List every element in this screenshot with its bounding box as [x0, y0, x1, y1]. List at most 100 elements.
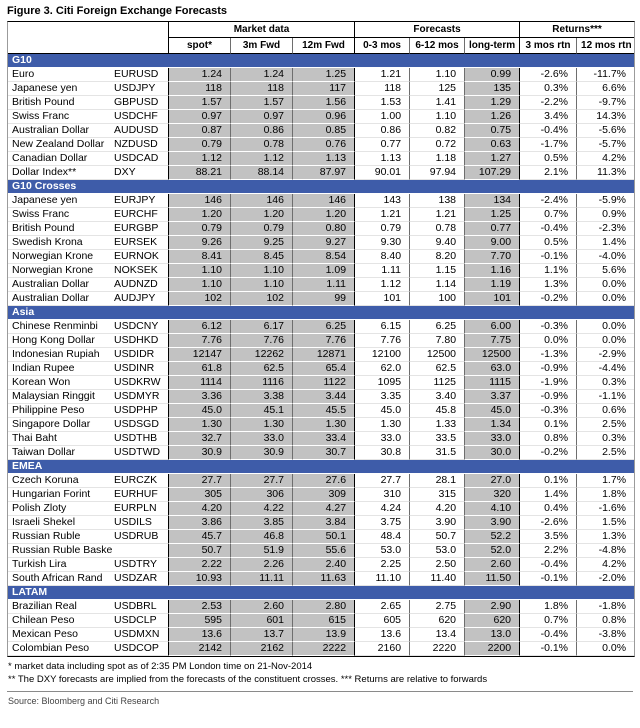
return-12-mos-cell: 1.3%: [576, 530, 635, 544]
return-12-mos-cell: 0.3%: [576, 376, 635, 390]
fwd-3m-cell: 1.12: [230, 152, 292, 166]
forecast-6-12-mos-cell: 45.8: [409, 404, 465, 418]
spot-cell: 32.7: [168, 432, 230, 446]
return-3-mos-cell: 0.3%: [519, 82, 577, 96]
fwd-3m-cell: 2.26: [230, 558, 292, 572]
return-12-mos-cell: -9.7%: [576, 96, 635, 110]
fwd-3m-cell: 1.57: [230, 96, 292, 110]
ticker-cell: USDCLP: [112, 614, 168, 628]
return-12-mos-cell: -4.4%: [576, 362, 635, 376]
table-row: Swedish Krona EURSEK 9.26 9.25 9.27 9.30 9.40 9…: [8, 236, 635, 250]
ticker-cell: EURPLN: [112, 502, 168, 516]
return-12-mos-cell: 1.4%: [576, 236, 635, 250]
forecast-long-term-cell: 13.0: [464, 628, 520, 642]
return-12-mos-cell: -1.6%: [576, 502, 635, 516]
fwd-12m-cell: 27.6: [292, 474, 355, 488]
forecast-0-3-mos-cell: 1.13: [354, 152, 410, 166]
forecast-6-12-mos-cell: 33.5: [409, 432, 465, 446]
currency-name-cell: South African Rand: [8, 572, 112, 586]
return-12-mos-cell: 2.5%: [576, 418, 635, 432]
currency-name-cell: Chilean Peso: [8, 614, 112, 628]
ticker-cell: EURSEK: [112, 236, 168, 250]
fwd-12m-cell: 2222: [292, 642, 355, 656]
table-row: Colombian Peso USDCOP 2142 2162 2222 2160 2220…: [8, 642, 635, 656]
table-row: Polish Zloty EURPLN 4.20 4.22 4.27 4.24 4.20 4.…: [8, 502, 635, 516]
forecast-long-term-cell: 0.63: [464, 138, 520, 152]
return-12-mos-cell: 0.0%: [576, 334, 635, 348]
fx-forecast-table: Market data Forecasts Returns*** spot* 3…: [7, 21, 636, 657]
forecast-long-term-cell: 620: [464, 614, 520, 628]
return-3-mos-cell: -0.9%: [519, 390, 577, 404]
fwd-12m-cell: 33.4: [292, 432, 355, 446]
forecast-6-12-mos-cell: 13.4: [409, 628, 465, 642]
fwd-3m-cell: 8.45: [230, 250, 292, 264]
header-group-forecasts: Forecasts: [354, 22, 520, 38]
fwd-3m-cell: 0.79: [230, 222, 292, 236]
table-row: Thai Baht USDTHB 32.7 33.0 33.4 33.0 33.5 33.0 0…: [8, 432, 635, 446]
ticker-cell: USDCOP: [112, 642, 168, 656]
return-3-mos-cell: -0.4%: [519, 222, 577, 236]
currency-name-cell: Malaysian Ringgit: [8, 390, 112, 404]
fwd-12m-cell: 30.7: [292, 446, 355, 460]
currency-name-cell: Brazilian Real: [8, 600, 112, 614]
currency-name-cell: Swedish Krona: [8, 236, 112, 250]
forecast-6-12-mos-cell: 3.40: [409, 390, 465, 404]
spot-cell: 3.86: [168, 516, 230, 530]
forecast-long-term-cell: 1.27: [464, 152, 520, 166]
ticker-cell: USDPHP: [112, 404, 168, 418]
forecast-6-12-mos-cell: 7.80: [409, 334, 465, 348]
table-row: Swiss Franc USDCHF 0.97 0.97 0.96 1.00 1.10 1.2…: [8, 110, 635, 124]
return-12-mos-cell: -2.9%: [576, 348, 635, 362]
table-row: Indian Rupee USDINR 61.8 62.5 65.4 62.0 62.5 63…: [8, 362, 635, 376]
figure-container: Figure 3. Citi Foreign Exchange Forecast…: [7, 5, 636, 706]
forecast-6-12-mos-cell: 62.5: [409, 362, 465, 376]
forecast-long-term-cell: 107.29: [464, 166, 520, 180]
fwd-12m-cell: 1.09: [292, 264, 355, 278]
return-3-mos-cell: 3.5%: [519, 530, 577, 544]
return-3-mos-cell: -2.6%: [519, 516, 577, 530]
group-header-row: Market data Forecasts Returns***: [8, 22, 635, 38]
spot-cell: 12147: [168, 348, 230, 362]
forecast-6-12-mos-cell: 138: [409, 194, 465, 208]
return-3-mos-cell: 0.0%: [519, 334, 577, 348]
ticker-cell: EURNOK: [112, 250, 168, 264]
spot-cell: 27.7: [168, 474, 230, 488]
forecast-6-12-mos-cell: 11.40: [409, 572, 465, 586]
currency-name-cell: Japanese yen: [8, 194, 112, 208]
spot-cell: 0.79: [168, 222, 230, 236]
table-row: Mexican Peso USDMXN 13.6 13.7 13.9 13.6 13.4 13…: [8, 628, 635, 642]
fwd-3m-cell: 27.7: [230, 474, 292, 488]
currency-name-cell: Chinese Renminbi: [8, 320, 112, 334]
spot-cell: 1.24: [168, 68, 230, 82]
forecast-6-12-mos-cell: 53.0: [409, 544, 465, 558]
forecast-0-3-mos-cell: 48.4: [354, 530, 410, 544]
forecast-0-3-mos-cell: 605: [354, 614, 410, 628]
return-3-mos-cell: 1.1%: [519, 264, 577, 278]
fwd-3m-cell: 1.30: [230, 418, 292, 432]
forecast-6-12-mos-cell: 1.33: [409, 418, 465, 432]
forecast-6-12-mos-cell: 1.15: [409, 264, 465, 278]
return-3-mos-cell: 1.3%: [519, 278, 577, 292]
ticker-cell: USDSGD: [112, 418, 168, 432]
spot-cell: 45.0: [168, 404, 230, 418]
fwd-12m-cell: 4.27: [292, 502, 355, 516]
forecast-long-term-cell: 135: [464, 82, 520, 96]
ticker-cell: USDKRW: [112, 376, 168, 390]
return-12-mos-cell: -5.9%: [576, 194, 635, 208]
return-3-mos-cell: -2.6%: [519, 68, 577, 82]
forecast-long-term-cell: 0.75: [464, 124, 520, 138]
fwd-12m-cell: 1.56: [292, 96, 355, 110]
fwd-12m-cell: 50.1: [292, 530, 355, 544]
currency-name-cell: Australian Dollar: [8, 278, 112, 292]
table-body: G10 Euro EURUSD 1.24 1.24 1.25 1.21 1.10 0.99 -2.…: [8, 54, 635, 656]
return-12-mos-cell: -1.1%: [576, 390, 635, 404]
ticker-cell: NZDUSD: [112, 138, 168, 152]
table-row: Turkish Lira USDTRY 2.22 2.26 2.40 2.25 2.50 2.…: [8, 558, 635, 572]
forecast-0-3-mos-cell: 33.0: [354, 432, 410, 446]
ticker-cell: GBPUSD: [112, 96, 168, 110]
return-12-mos-cell: -5.6%: [576, 124, 635, 138]
return-3-mos-cell: -0.1%: [519, 642, 577, 656]
forecast-long-term-cell: 12500: [464, 348, 520, 362]
ticker-cell: USDHKD: [112, 334, 168, 348]
return-3-mos-cell: -2.4%: [519, 194, 577, 208]
